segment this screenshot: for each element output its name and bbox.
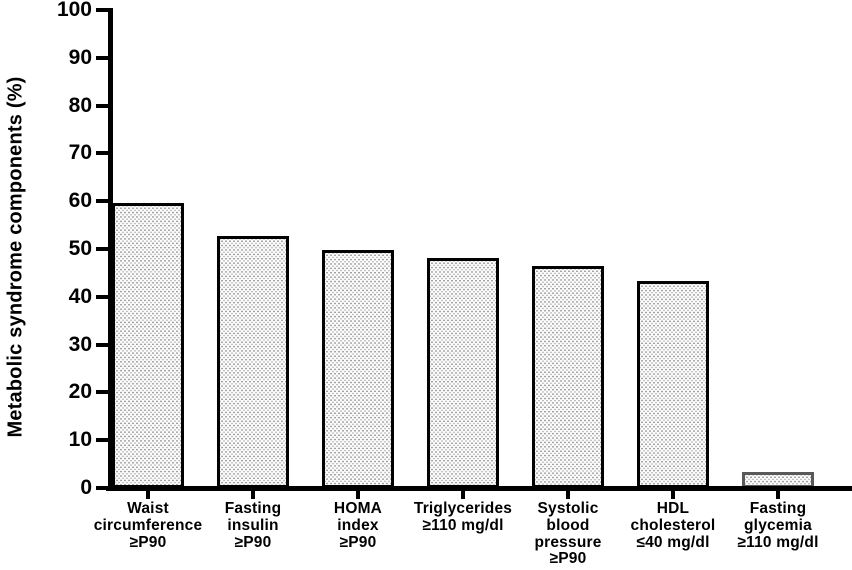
bar	[322, 250, 394, 488]
x-tick-mark	[776, 490, 780, 499]
y-tick-mark	[96, 55, 108, 60]
bar	[532, 266, 604, 488]
y-tick-label: 30	[68, 332, 92, 356]
y-tick-mark	[96, 8, 108, 12]
y-tick-mark	[96, 294, 108, 299]
y-tick-label: 80	[68, 93, 92, 117]
category-label: Fasting insulin ≥P90	[224, 500, 282, 551]
y-axis-title: Metabolic syndrome components (%)	[4, 76, 27, 438]
x-tick-mark	[461, 490, 465, 499]
y-tick-mark	[96, 486, 108, 490]
category-label: HDL cholesterol ≤40 mg/dl	[630, 500, 716, 551]
y-tick-label: 20	[68, 380, 92, 404]
category-label: Triglycerides ≥110 mg/dl	[413, 500, 513, 534]
y-tick-mark	[96, 390, 108, 395]
y-tick-mark	[96, 342, 108, 347]
bar	[427, 258, 499, 488]
y-tick-mark	[96, 151, 108, 156]
y-tick-label: 50	[68, 237, 92, 260]
x-tick-mark	[146, 490, 150, 499]
bar	[217, 236, 289, 488]
x-axis-line	[106, 486, 852, 491]
y-tick-label: 10	[68, 428, 92, 452]
y-tick-mark	[96, 247, 108, 251]
bar	[112, 203, 184, 488]
y-tick-label: 60	[68, 189, 92, 213]
x-tick-mark	[671, 490, 675, 499]
bar	[637, 281, 709, 488]
y-tick-label: 100	[56, 0, 92, 21]
x-tick-mark	[566, 490, 570, 499]
x-tick-mark	[356, 490, 360, 499]
y-axis-line	[108, 8, 113, 490]
y-tick-label: 70	[68, 141, 92, 165]
category-label: Waist circumference ≥P90	[93, 500, 203, 551]
x-tick-mark	[251, 490, 255, 499]
y-tick-mark	[96, 199, 108, 204]
y-tick-mark	[96, 438, 108, 443]
category-label: HOMA index ≥P90	[333, 500, 383, 551]
category-label: Systolic blood pressure ≥P90	[534, 500, 602, 568]
y-tick-mark	[96, 103, 108, 108]
category-label: Fasting glycemia ≥110 mg/dl	[737, 500, 819, 551]
y-tick-label: 0	[80, 476, 92, 499]
y-tick-label: 90	[68, 45, 92, 69]
y-tick-label: 40	[68, 284, 92, 308]
